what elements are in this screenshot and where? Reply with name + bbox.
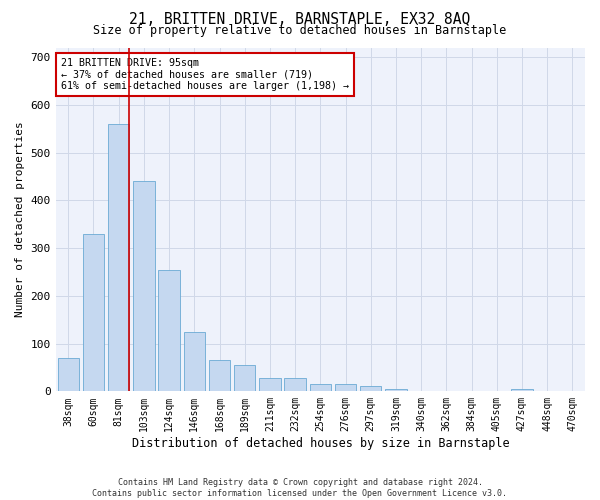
Text: Contains HM Land Registry data © Crown copyright and database right 2024.
Contai: Contains HM Land Registry data © Crown c… (92, 478, 508, 498)
Bar (259, 378, 281, 392)
Bar (209, 360, 230, 392)
Text: 21 BRITTEN DRIVE: 95sqm
← 37% of detached houses are smaller (719)
61% of semi-d: 21 BRITTEN DRIVE: 95sqm ← 37% of detache… (61, 58, 349, 91)
Bar (83, 234, 104, 392)
Bar (158, 270, 180, 392)
X-axis label: Distribution of detached houses by size in Barnstaple: Distribution of detached houses by size … (131, 437, 509, 450)
Bar (133, 181, 155, 392)
Text: 21, BRITTEN DRIVE, BARNSTAPLE, EX32 8AQ: 21, BRITTEN DRIVE, BARNSTAPLE, EX32 8AQ (130, 12, 470, 28)
Bar (108, 124, 130, 392)
Bar (284, 378, 306, 392)
Bar (184, 332, 205, 392)
Bar (234, 365, 256, 392)
Bar (58, 358, 79, 392)
Text: Size of property relative to detached houses in Barnstaple: Size of property relative to detached ho… (94, 24, 506, 37)
Bar (310, 384, 331, 392)
Bar (360, 386, 382, 392)
Bar (335, 384, 356, 392)
Bar (385, 389, 407, 392)
Y-axis label: Number of detached properties: Number of detached properties (15, 122, 25, 318)
Bar (511, 389, 533, 392)
